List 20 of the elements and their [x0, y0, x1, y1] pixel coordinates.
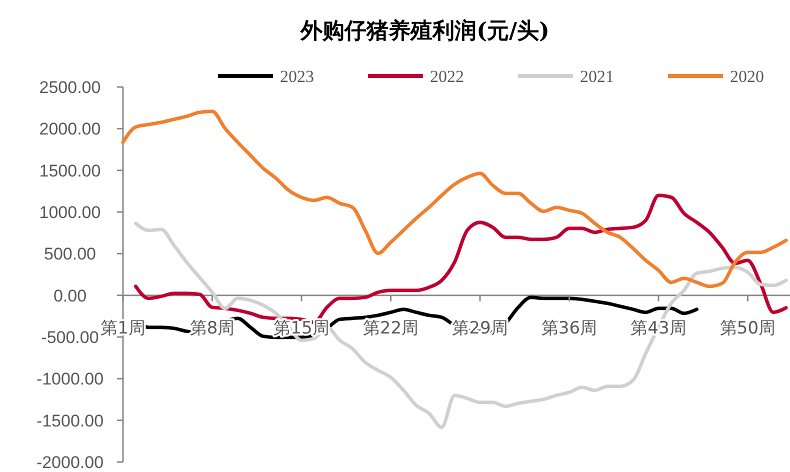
line-series — [121, 110, 788, 288]
legend-label: 2020 — [730, 67, 764, 86]
legend-label: 2023 — [280, 67, 314, 86]
y-tick-label: -500.00 — [41, 328, 99, 347]
y-tick-label: 2000.00 — [39, 120, 101, 139]
legend-label: 2022 — [430, 67, 464, 86]
legend-label: 2021 — [580, 67, 614, 86]
chart-title: 外购仔猪养殖利润(元/头) — [300, 18, 550, 44]
x-tick-label: 第50周 — [720, 318, 776, 338]
x-tick-label: 第43周 — [630, 318, 686, 338]
x-tick-label: 第22周 — [362, 318, 419, 338]
y-tick-label: 1000.00 — [39, 203, 101, 222]
y-tick-label: 0.00 — [53, 286, 87, 306]
y-tick-label: 500.00 — [44, 244, 96, 264]
y-tick-label: -2000.00 — [36, 453, 104, 472]
y-tick-label: 1500.00 — [39, 161, 101, 180]
y-tick-label: -1000.00 — [36, 370, 104, 389]
y-tick-label: -1500.00 — [36, 411, 104, 430]
y-tick-label: 2500.00 — [39, 78, 101, 97]
x-tick-label: 第36周 — [541, 318, 598, 338]
